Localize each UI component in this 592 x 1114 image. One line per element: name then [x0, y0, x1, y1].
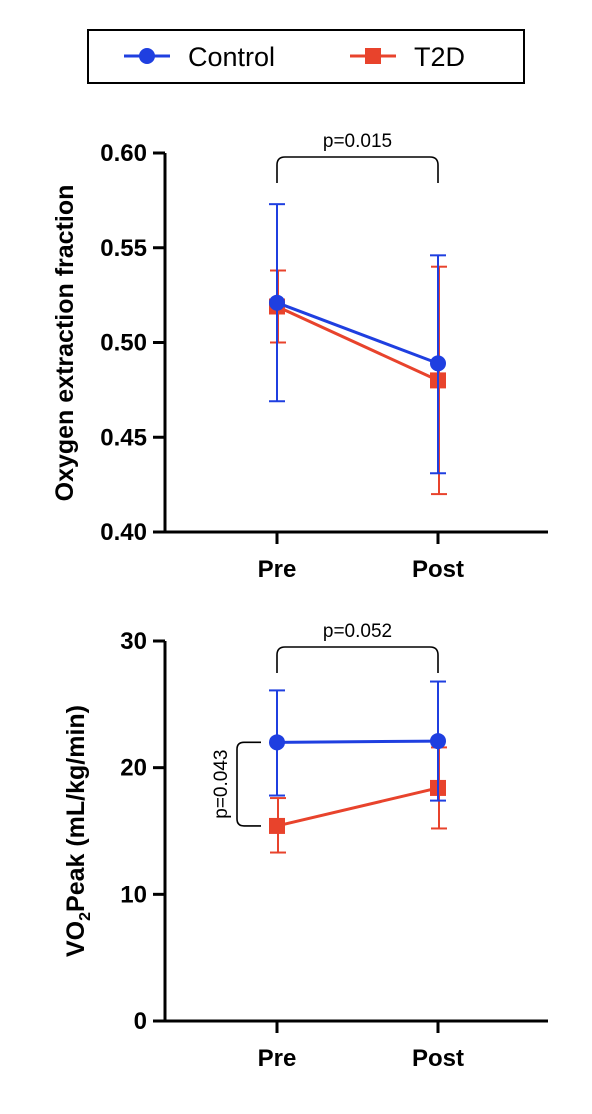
y-tick-label: 0.50 — [100, 330, 147, 357]
chart1-series — [269, 203, 447, 496]
data-point-t2d — [269, 817, 285, 834]
legend-t2d-label: T2D — [414, 42, 465, 72]
chart1-pvalue-bracket: p=0.015 — [276, 131, 439, 183]
p-value-label: p=0.015 — [323, 131, 392, 152]
y-tick-label: 30 — [120, 628, 147, 655]
legend: Control T2D — [87, 29, 525, 84]
chart2-x-ticks: Pre Post — [258, 1021, 464, 1072]
chart2-y-axis-label: VO2Peak (mL/kg/min) — [62, 705, 94, 957]
legend-control-label: Control — [188, 42, 275, 72]
chart1-y-ticks: 0.40 0.45 0.50 0.55 0.60 — [100, 140, 165, 546]
series-control — [269, 680, 446, 802]
y-tick-label: 0.55 — [100, 235, 147, 262]
x-tick-label: Post — [412, 1045, 464, 1072]
legend-t2d-marker — [365, 48, 381, 64]
chart2-axes — [163, 641, 548, 1023]
chart-oxygen-extraction: 0.40 0.45 0.50 0.55 0.60 Pre Post Oxygen extr… — [51, 131, 548, 583]
chart2-pvalue-vertical-bracket: p=0.043 — [211, 741, 261, 827]
legend-control-marker — [139, 48, 155, 64]
chart2-series — [269, 680, 447, 854]
series-control — [269, 203, 446, 475]
chart-vo2peak: 0 10 20 30 Pre Post VO2Peak (mL/kg/min) p=0.… — [62, 621, 548, 1072]
data-point-control — [269, 294, 285, 311]
series-line-control — [276, 301, 439, 365]
series-line-t2d — [276, 305, 439, 382]
x-tick-label: Post — [412, 556, 464, 583]
y-tick-label: 0 — [134, 1008, 147, 1035]
chart2-ylabel-rest: Peak (mL/kg/min) — [62, 705, 90, 912]
y-tick-label: 20 — [120, 755, 147, 782]
p-value-label: p=0.052 — [323, 621, 392, 642]
y-tick-label: 0.45 — [100, 424, 147, 451]
series-line-t2d — [276, 786, 439, 828]
data-point-control — [269, 734, 285, 751]
series-line-control — [276, 739, 439, 744]
chart2-ylabel-subscript: 2 — [77, 912, 94, 921]
y-tick-label: 0.60 — [100, 140, 147, 167]
data-point-control — [430, 733, 446, 750]
y-tick-label: 0.40 — [100, 519, 147, 546]
chart1-y-axis-label: Oxygen extraction fraction — [51, 185, 79, 502]
chart2-y-ticks: 0 10 20 30 — [120, 628, 165, 1035]
series-t2d — [269, 746, 447, 854]
bracket-line — [276, 646, 439, 673]
chart2-pvalue-bracket: p=0.052 — [276, 621, 439, 673]
series-t2d — [269, 265, 447, 496]
chart1-x-ticks: Pre Post — [258, 532, 464, 583]
p-value-vertical-label: p=0.043 — [211, 750, 232, 819]
x-tick-label: Pre — [258, 556, 297, 583]
y-tick-label: 10 — [120, 881, 147, 908]
bracket-line — [276, 156, 439, 183]
vertical-bracket-line — [236, 741, 261, 827]
data-point-control — [430, 355, 446, 372]
x-tick-label: Pre — [258, 1045, 297, 1072]
chart2-ylabel-main: VO — [62, 921, 90, 957]
